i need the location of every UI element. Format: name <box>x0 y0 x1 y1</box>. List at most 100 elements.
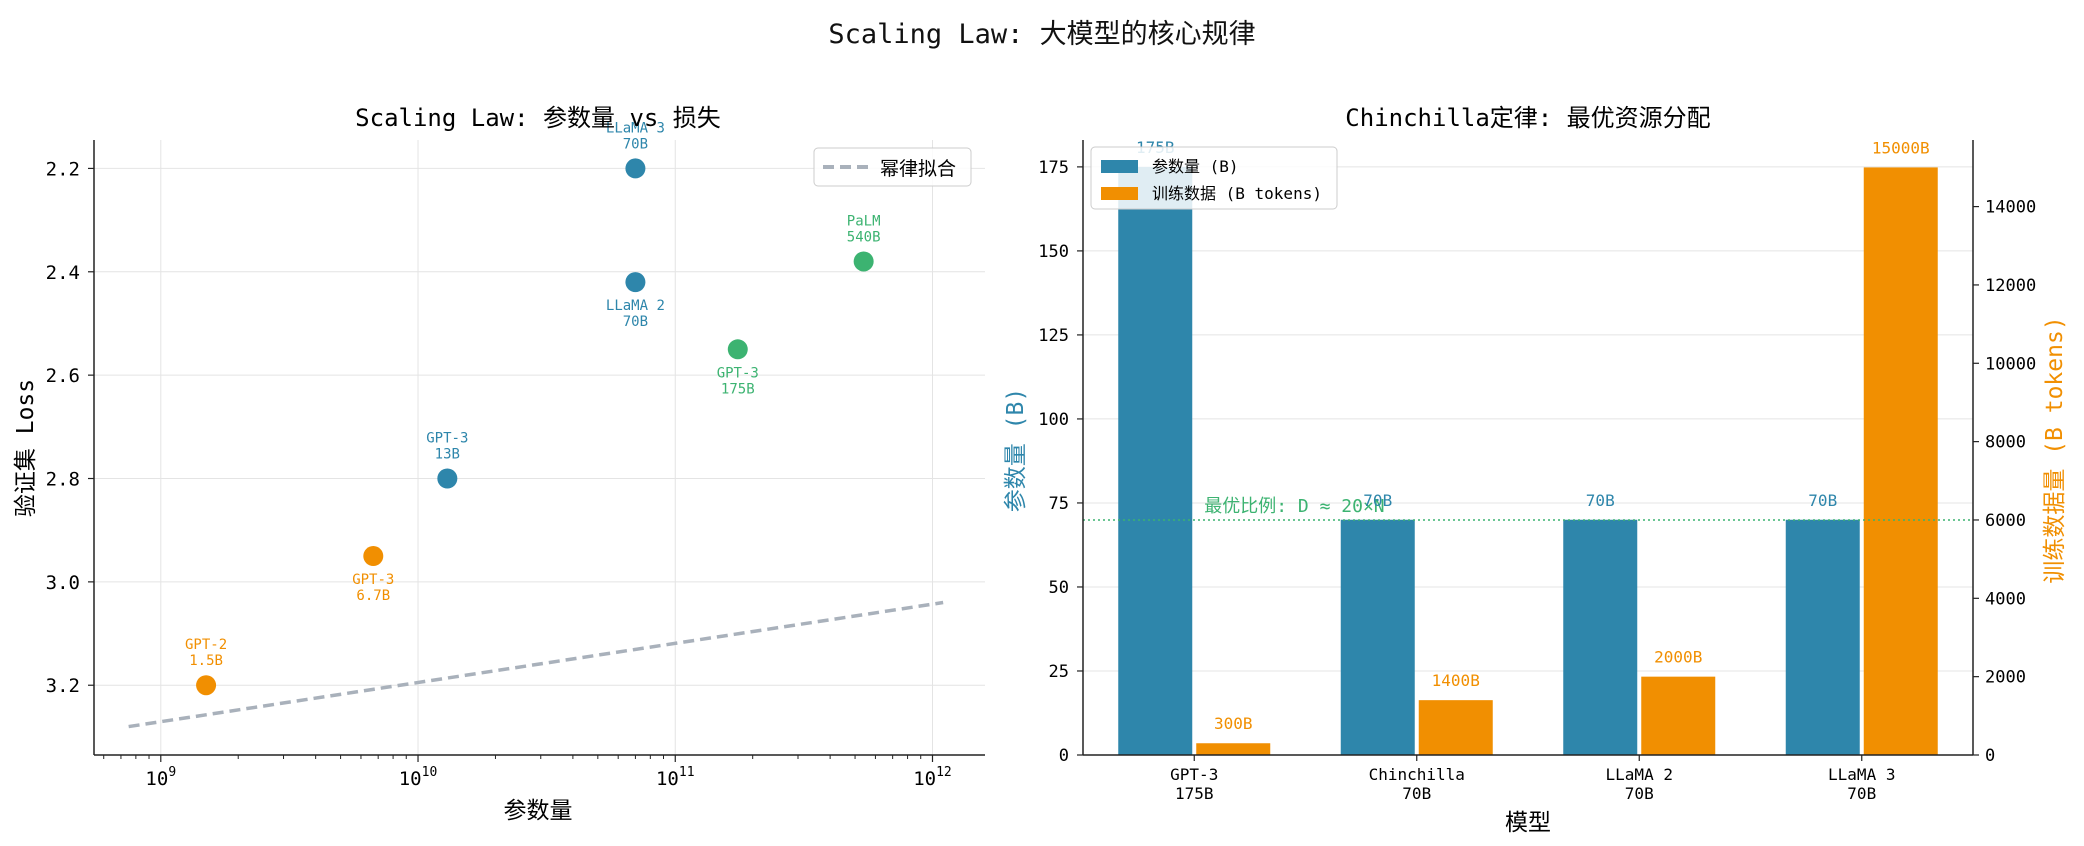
point-label-line: LLaMA 2 <box>606 298 665 314</box>
right-left-y-tick-label: 0 <box>1059 746 1069 766</box>
point-label-line: GPT-2 <box>185 637 227 653</box>
scatter-points <box>196 158 874 696</box>
right-legend: 参数量 (B) 训练数据 (B tokens) <box>1090 146 1338 210</box>
left-y-tick-label: 3.0 <box>46 572 80 594</box>
point-label-line: 175B <box>721 381 755 397</box>
left-legend-label: 幂律拟合 <box>880 158 956 180</box>
bar-value-label: 300B <box>1214 714 1253 733</box>
legend-label-tokens: 训练数据 (B tokens) <box>1152 184 1322 203</box>
tick-base: 10 <box>145 768 168 790</box>
category-label-line1: Chinchilla <box>1369 765 1465 784</box>
category-label-line1: LLaMA 2 <box>1606 765 1673 784</box>
point-label-line: 70B <box>623 314 648 330</box>
left-x-tick-label: 1010 <box>399 765 438 790</box>
bar-value-label: 70B <box>1808 491 1837 510</box>
right-right-y-tick-label: 2000 <box>1985 668 2026 688</box>
optimal-ratio-line: 最优比例: D ≈ 20×N <box>1083 496 1973 521</box>
left-y-tick-label: 2.8 <box>46 469 80 491</box>
right-left-y-tick-label: 125 <box>1038 326 1069 346</box>
bar-params <box>1563 519 1638 755</box>
right-ticks: 0 25 50 75 100 125 150 175 0 2000 4000 6000 8000 1000… <box>1038 158 2036 803</box>
right-x-axis-label: 模型 <box>1505 810 1551 836</box>
scatter-point <box>625 158 646 179</box>
left-y-tick-label: 2.2 <box>46 158 80 180</box>
tick-exponent: 11 <box>679 765 695 780</box>
left-x-tick-label: 1012 <box>913 765 952 790</box>
point-label: PaLM 540B <box>847 213 881 245</box>
right-right-y-tick-label: 8000 <box>1985 433 2026 453</box>
right-left-y-tick-label: 75 <box>1049 494 1069 514</box>
optimal-ratio-label: 最优比例: D ≈ 20×N <box>1204 496 1384 517</box>
right-right-y-axis-label: 训练数据量 (B tokens) <box>2042 316 2068 583</box>
scatter-point <box>727 339 748 360</box>
point-label: LLaMA 2 70B <box>606 298 665 330</box>
left-y-tick-label: 3.2 <box>46 675 80 697</box>
power-law-fit <box>128 600 944 729</box>
bars <box>1118 166 1938 755</box>
right-left-y-tick-label: 100 <box>1038 410 1069 430</box>
point-label: GPT-3 175B <box>717 365 759 397</box>
right-left-y-tick-label: 25 <box>1049 662 1069 682</box>
left-chart-title: Scaling Law: 参数量 vs 损失 <box>355 104 721 132</box>
bar-tokens <box>1641 676 1716 755</box>
right-left-y-tick-label: 175 <box>1038 158 1069 178</box>
right-right-y-tick-label: 0 <box>1985 746 1995 766</box>
scatter-point <box>625 272 646 293</box>
right-legend-box <box>1090 146 1338 210</box>
right-right-y-tick-label: 6000 <box>1985 511 2026 531</box>
point-label-line: GPT-3 <box>426 431 468 447</box>
scatter-point <box>363 546 384 567</box>
bar-value-label: 15000B <box>1872 138 1930 157</box>
bar-params <box>1340 519 1415 755</box>
point-label-line: GPT-3 <box>352 572 394 588</box>
bar-value-label: 2000B <box>1654 648 1702 667</box>
right-right-y-tick-label: 10000 <box>1985 354 2036 374</box>
legend-swatch-params <box>1101 160 1138 173</box>
right-chart-title: Chinchilla定律: 最优资源分配 <box>1345 104 1710 132</box>
point-label: LLaMA 3 70B <box>606 120 665 152</box>
left-y-axis-label: 验证集 Loss <box>13 379 39 517</box>
point-label-line: PaLM <box>847 213 881 229</box>
scatter-point <box>437 468 458 489</box>
chinchilla-panel: 最优比例: D ≈ 20×N 175B 300B 70B 1400B 70B 2000B 7… <box>1003 104 2068 836</box>
left-y-tick-label: 2.4 <box>46 262 80 284</box>
point-label-line: 70B <box>623 136 648 152</box>
left-grid <box>94 140 985 755</box>
tick-base: 10 <box>656 768 679 790</box>
left-x-axis-label: 参数量 <box>504 798 573 824</box>
tick-exponent: 9 <box>168 765 176 780</box>
right-axes <box>1082 140 1974 756</box>
point-label-line: GPT-3 <box>717 365 759 381</box>
left-axes <box>93 140 985 756</box>
left-x-tick-label: 1011 <box>656 765 695 790</box>
right-right-y-tick-label: 4000 <box>1985 589 2026 609</box>
category-label-line1: LLaMA 3 <box>1828 765 1895 784</box>
point-label-line: 13B <box>435 447 460 463</box>
category-label-line2: 70B <box>1402 784 1431 803</box>
point-label: GPT-3 13B <box>426 431 468 463</box>
left-y-tick-label: 2.6 <box>46 365 80 387</box>
point-label-line: LLaMA 3 <box>606 120 665 136</box>
legend-label-params: 参数量 (B) <box>1152 157 1239 176</box>
category-label-line1: GPT-3 <box>1170 765 1218 784</box>
tick-base: 10 <box>913 768 936 790</box>
point-label-line: 6.7B <box>356 588 390 604</box>
scatter-point <box>853 251 874 272</box>
right-left-y-tick-label: 50 <box>1049 578 1069 598</box>
figure-title: Scaling Law: 大模型的核心规律 <box>828 19 1256 50</box>
scatter-point <box>196 675 217 696</box>
bar-value-label: 70B <box>1363 491 1392 510</box>
bar-tokens <box>1418 700 1493 755</box>
left-x-tick-label: 109 <box>145 765 176 790</box>
right-right-y-tick-label: 12000 <box>1985 276 2036 296</box>
bar-params <box>1118 166 1193 755</box>
tick-exponent: 12 <box>936 765 952 780</box>
bar-value-label: 70B <box>1586 491 1615 510</box>
bar-value-label: 1400B <box>1432 671 1480 690</box>
bar-tokens <box>1863 167 1938 755</box>
point-label: GPT-3 6.7B <box>352 572 394 604</box>
